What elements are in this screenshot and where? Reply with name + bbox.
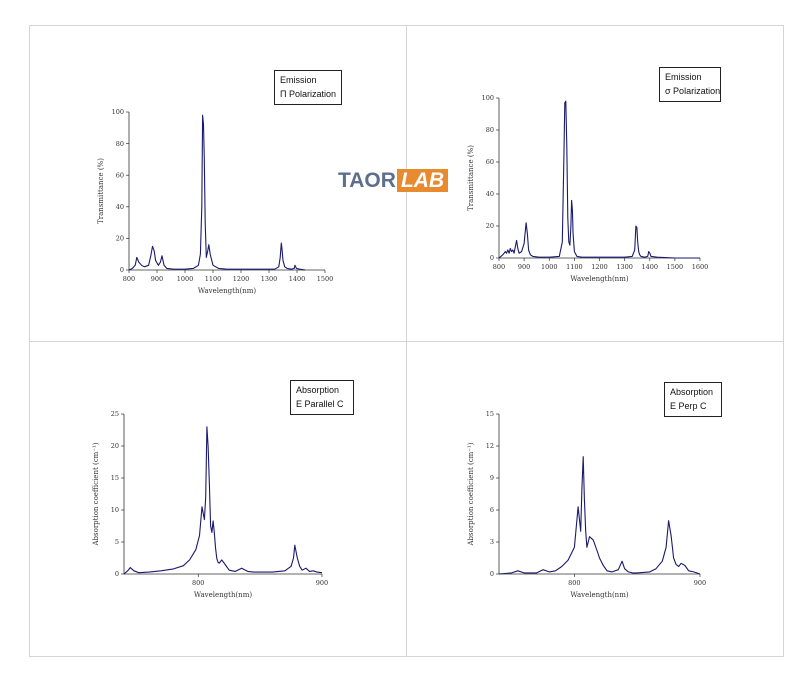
watermark-text-lab: LAB — [396, 169, 449, 192]
y-tick-label: 20 — [116, 235, 124, 243]
legend-line-2: E Parallel C — [296, 399, 344, 409]
x-tick-label: 800 — [123, 275, 135, 283]
y-tick-label: 3 — [490, 538, 494, 546]
x-axis-label: Wavelength(nm) — [194, 591, 252, 599]
x-tick-label: 900 — [316, 579, 328, 587]
x-tick-label: 900 — [151, 275, 163, 283]
legend-emission-pi: Emission Π Polarization — [274, 70, 342, 105]
y-tick-label: 0 — [120, 266, 124, 274]
y-tick-label: 20 — [486, 222, 494, 230]
y-tick-label: 5 — [115, 538, 119, 546]
y-tick-label: 12 — [486, 442, 494, 450]
y-axis-label: Transmittance (%) — [467, 145, 475, 211]
x-tick-label: 1100 — [205, 275, 222, 283]
series-line-0 — [128, 114, 306, 271]
series-line-0 — [498, 100, 700, 259]
x-tick-label: 800 — [493, 263, 505, 271]
legend-absorption-perp: Absorption E Perp C — [664, 382, 722, 417]
x-tick-label: 1500 — [667, 263, 684, 271]
x-tick-label: 800 — [568, 579, 580, 587]
legend-absorption-parallel: Absorption E Parallel C — [290, 380, 354, 415]
x-axis-label: Wavelength(nm) — [570, 591, 628, 599]
x-tick-label: 1600 — [692, 263, 709, 271]
y-tick-label: 100 — [112, 108, 124, 116]
x-tick-label: 1400 — [289, 275, 306, 283]
legend-emission-sigma: Emission σ Polarization — [659, 67, 721, 102]
y-tick-label: 40 — [116, 203, 124, 211]
y-tick-label: 80 — [116, 140, 124, 148]
legend-line-2: Π Polarization — [280, 89, 337, 99]
grid-divider-horizontal — [29, 341, 784, 342]
x-tick-label: 900 — [518, 263, 530, 271]
legend-line-1: Absorption — [296, 385, 340, 395]
x-tick-label: 800 — [192, 579, 204, 587]
legend-line-2: E Perp C — [670, 401, 707, 411]
x-tick-label: 900 — [694, 579, 706, 587]
y-tick-label: 100 — [482, 94, 494, 102]
x-tick-label: 1500 — [317, 275, 334, 283]
y-tick-label: 10 — [111, 506, 119, 514]
x-tick-label: 1000 — [177, 275, 194, 283]
y-tick-label: 0 — [490, 254, 494, 262]
series-line-0 — [123, 426, 323, 575]
x-tick-label: 1300 — [616, 263, 633, 271]
x-tick-label: 1200 — [233, 275, 250, 283]
watermark-text-taor: TAOR — [338, 169, 396, 192]
y-tick-label: 6 — [490, 506, 494, 514]
legend-line-1: Emission — [665, 72, 702, 82]
y-axis-label: Absorption coefficient (cm⁻¹) — [467, 442, 475, 546]
y-tick-label: 80 — [486, 126, 494, 134]
y-tick-label: 15 — [486, 410, 494, 418]
y-tick-label: 15 — [111, 474, 119, 482]
y-tick-label: 60 — [116, 171, 124, 179]
x-tick-label: 1100 — [566, 263, 583, 271]
x-tick-label: 1400 — [641, 263, 658, 271]
x-tick-label: 1300 — [261, 275, 278, 283]
x-tick-label: 1200 — [591, 263, 608, 271]
y-tick-label: 20 — [111, 442, 119, 450]
x-axis-label: Wavelength(nm) — [570, 275, 628, 283]
legend-line-1: Emission — [280, 75, 317, 85]
series-line-0 — [498, 456, 701, 575]
y-tick-label: 0 — [115, 570, 119, 578]
y-tick-label: 0 — [490, 570, 494, 578]
legend-line-1: Absorption — [670, 387, 714, 397]
y-tick-label: 40 — [486, 190, 494, 198]
legend-line-2: σ Polarization — [665, 86, 721, 96]
x-tick-label: 1000 — [541, 263, 558, 271]
y-tick-label: 25 — [111, 410, 119, 418]
x-axis-label: Wavelength(nm) — [198, 287, 256, 295]
brand-watermark-logo: TAOR LAB — [338, 169, 449, 192]
y-axis-label: Transmittance (%) — [97, 158, 105, 224]
y-axis-label: Absorption coefficient (cm⁻¹) — [92, 442, 100, 546]
y-tick-label: 9 — [490, 474, 494, 482]
y-tick-label: 60 — [486, 158, 494, 166]
